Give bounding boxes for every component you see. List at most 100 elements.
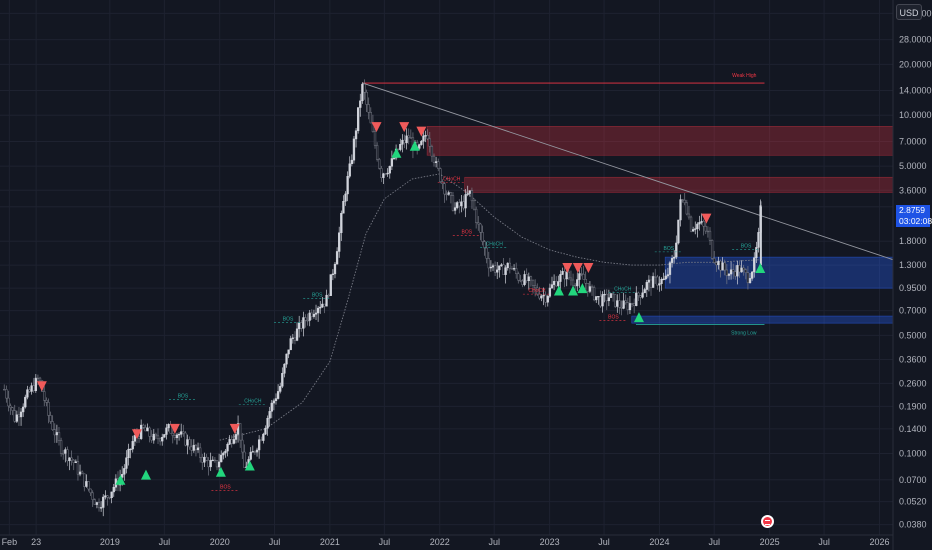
- candle-up: [641, 292, 644, 298]
- candle-down: [28, 389, 31, 392]
- time-tick-label: 2024: [649, 537, 669, 547]
- candle-down: [734, 271, 737, 277]
- price-tick-label: 28.0000: [899, 35, 932, 45]
- time-axis[interactable]: Feb 23 2019 Jul 2020 Jul 2021 Jul 2022 Jul 2023 Jul…: [0, 534, 893, 547]
- candle-down: [190, 446, 193, 451]
- candle-up: [192, 444, 195, 451]
- candle-up: [295, 328, 299, 341]
- candle-up: [121, 474, 124, 478]
- candle-down: [409, 137, 412, 139]
- candle-up: [506, 262, 509, 268]
- candle-up: [666, 274, 670, 277]
- candle-down: [184, 432, 187, 446]
- price-tick-label: 0.0520: [899, 497, 927, 507]
- candle-up: [321, 303, 324, 308]
- candle-down: [439, 168, 442, 182]
- candle-up: [26, 389, 29, 398]
- candle-down: [567, 271, 570, 279]
- buy-signal-triangle: [115, 474, 126, 485]
- candle-up: [222, 452, 225, 456]
- candle-down: [93, 499, 96, 505]
- candle-up: [700, 221, 703, 223]
- sell-signal-triangle: [701, 213, 712, 224]
- candle-up: [329, 274, 332, 296]
- candle-up: [597, 296, 600, 298]
- candle-up: [557, 281, 560, 287]
- candle-down: [538, 293, 541, 299]
- candle-up: [272, 400, 276, 404]
- candle-up: [729, 269, 733, 275]
- candle-down: [32, 385, 35, 392]
- candle-up: [504, 267, 507, 275]
- candle-down: [437, 161, 440, 169]
- candle-up: [19, 411, 23, 418]
- candle-up: [390, 158, 394, 167]
- current-price-badge: 2.8759 03:02:08: [896, 205, 932, 227]
- candle-up: [335, 251, 339, 265]
- candle-down: [430, 146, 434, 157]
- candle-down: [243, 451, 246, 468]
- candle-up: [434, 161, 438, 163]
- candle-down: [719, 260, 722, 271]
- candle-up: [165, 427, 168, 435]
- candle-down: [639, 295, 642, 298]
- candle-up: [561, 271, 564, 275]
- candle-up: [131, 441, 134, 450]
- candle-up: [24, 396, 27, 408]
- candle-up: [616, 300, 619, 307]
- candle-down: [590, 286, 594, 288]
- sell-signal-triangle: [416, 126, 427, 137]
- candle-down: [142, 424, 145, 428]
- candle-down: [182, 431, 185, 434]
- candle-down: [137, 436, 141, 439]
- candle-up: [196, 447, 200, 451]
- choch-label: BOS: [462, 229, 473, 235]
- candle-down: [327, 294, 330, 297]
- candle-up: [257, 439, 261, 451]
- candle-up: [291, 337, 295, 339]
- candle-up: [456, 202, 459, 208]
- price-tick-label: 14.0000: [899, 86, 932, 96]
- candle-up: [281, 373, 284, 387]
- price-tick-label: 7.0000: [899, 136, 927, 146]
- candle-down: [723, 262, 726, 271]
- candle-down: [59, 440, 63, 454]
- candle-down: [649, 279, 653, 288]
- candle-down: [45, 399, 48, 403]
- sell-signal-triangle: [169, 423, 180, 434]
- price-axis-background: [893, 0, 932, 550]
- bos-label: CHoCH: [486, 241, 504, 247]
- signals-layer: [36, 122, 766, 485]
- buy-signal-triangle: [244, 460, 255, 471]
- sell-signal-triangle: [399, 122, 410, 133]
- candle-up: [609, 293, 613, 298]
- candle-up: [673, 256, 676, 259]
- candle-down: [580, 273, 583, 275]
- candle-down: [569, 277, 573, 281]
- candle-down: [51, 421, 54, 430]
- candle-up: [588, 286, 592, 292]
- buy-signal-triangle: [633, 312, 644, 323]
- candle-down: [470, 190, 474, 202]
- candle-up: [352, 138, 356, 161]
- candle-down: [605, 293, 608, 302]
- candle-down: [493, 265, 497, 273]
- candle-up: [405, 135, 408, 144]
- alert-icon[interactable]: [761, 515, 774, 528]
- candle-up: [234, 434, 238, 440]
- candle-down: [477, 222, 480, 225]
- candle-down: [300, 322, 303, 329]
- price-tick-label: 10.0000: [899, 110, 932, 120]
- candle-up: [755, 247, 758, 259]
- candle-up: [104, 495, 107, 498]
- candle-down: [97, 502, 101, 509]
- candle-down: [536, 287, 539, 295]
- candle-up: [694, 228, 697, 230]
- price-axis[interactable]: 40.000028.000020.000014.000010.00007.000…: [892, 0, 932, 550]
- grid-lines: [0, 0, 893, 535]
- candle-down: [620, 307, 623, 309]
- candle-up: [340, 212, 343, 233]
- candle-up: [283, 363, 286, 374]
- currency-button[interactable]: USD: [896, 4, 922, 20]
